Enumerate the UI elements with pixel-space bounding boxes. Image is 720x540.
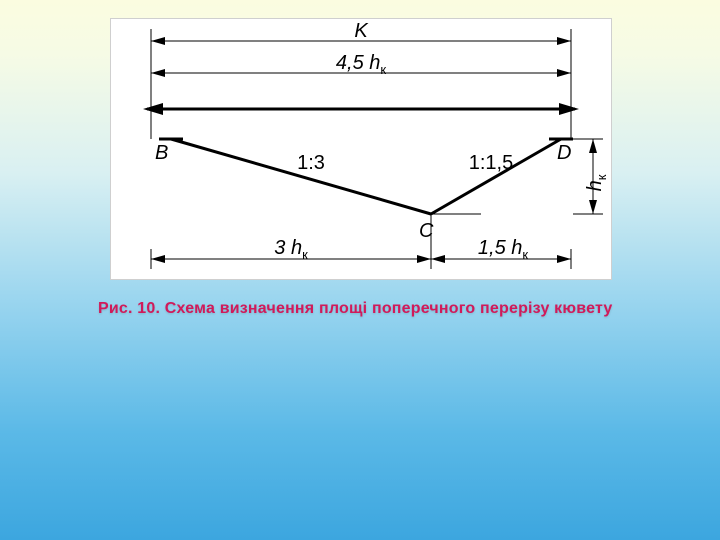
figure-caption: Рис. 10. Схема визначення площі поперечн… — [98, 300, 613, 318]
slide-background: K 4,5 hк B D C 1:3 1:1,5 — [0, 0, 720, 540]
vertex-C: C — [419, 220, 434, 242]
label-depth: hк — [584, 174, 609, 191]
vertex-B: B — [155, 142, 168, 164]
label-bottom-right: 1,5 hк — [478, 237, 529, 262]
label-bottom-left: 3 hк — [274, 237, 308, 262]
cross-section-diagram: K 4,5 hк B D C 1:3 1:1,5 — [111, 19, 611, 279]
vertex-D: D — [557, 142, 571, 164]
diagram-panel: K 4,5 hк B D C 1:3 1:1,5 — [110, 18, 612, 280]
label-K: K — [354, 20, 369, 42]
ratio-right: 1:1,5 — [469, 152, 513, 174]
label-top-width: 4,5 hк — [336, 52, 387, 77]
ratio-left: 1:3 — [297, 152, 325, 174]
